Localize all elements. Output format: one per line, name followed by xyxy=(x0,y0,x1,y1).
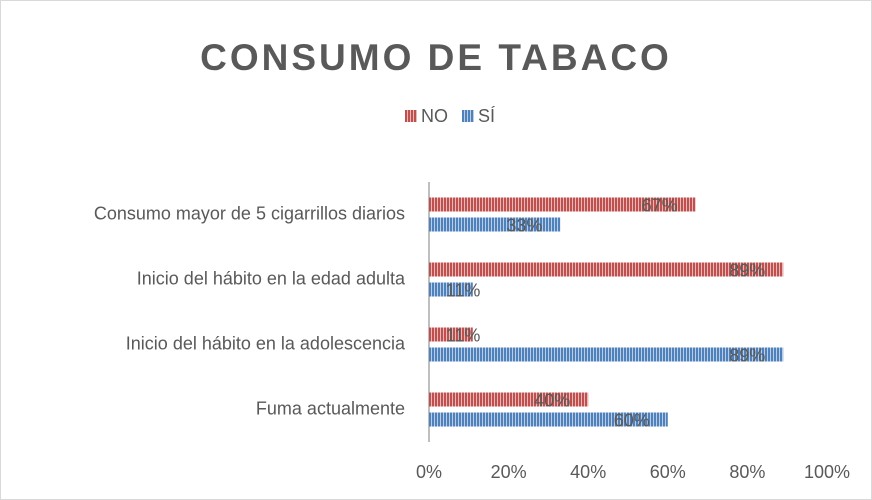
legend-swatch xyxy=(405,110,417,122)
data-label: 33% xyxy=(506,215,542,235)
x-tick-label: 60% xyxy=(650,462,686,482)
x-tick-label: 80% xyxy=(729,462,765,482)
data-label: 89% xyxy=(729,345,765,365)
y-tick-label: Fuma actualmente xyxy=(256,398,405,418)
bar xyxy=(429,347,784,362)
chart-title: CONSUMO DE TABACO xyxy=(200,37,672,78)
data-label: 11% xyxy=(446,280,481,300)
x-tick-label: 0% xyxy=(416,462,442,482)
y-tick-label: Consumo mayor de 5 cigarrillos diarios xyxy=(94,203,405,223)
x-tick-label: 40% xyxy=(570,462,606,482)
data-label: 11% xyxy=(446,325,481,345)
x-tick-label: 100% xyxy=(804,462,850,482)
legend-label: NO xyxy=(421,106,448,126)
bar xyxy=(429,327,473,342)
y-tick-label: Inicio del hábito en la edad adulta xyxy=(137,268,406,288)
data-label: 89% xyxy=(729,260,765,280)
bar xyxy=(429,392,589,407)
bar xyxy=(429,282,473,297)
data-label: 40% xyxy=(534,390,570,410)
legend-label: SÍ xyxy=(478,106,495,126)
bar xyxy=(429,217,561,232)
y-tick-label: Inicio del hábito en la adolescencia xyxy=(126,333,406,353)
bar xyxy=(429,197,696,212)
x-tick-label: 20% xyxy=(491,462,527,482)
data-label: 67% xyxy=(642,195,678,215)
data-label: 60% xyxy=(614,410,650,430)
legend-swatch xyxy=(462,110,474,122)
bar xyxy=(429,412,668,427)
bar xyxy=(429,262,784,277)
